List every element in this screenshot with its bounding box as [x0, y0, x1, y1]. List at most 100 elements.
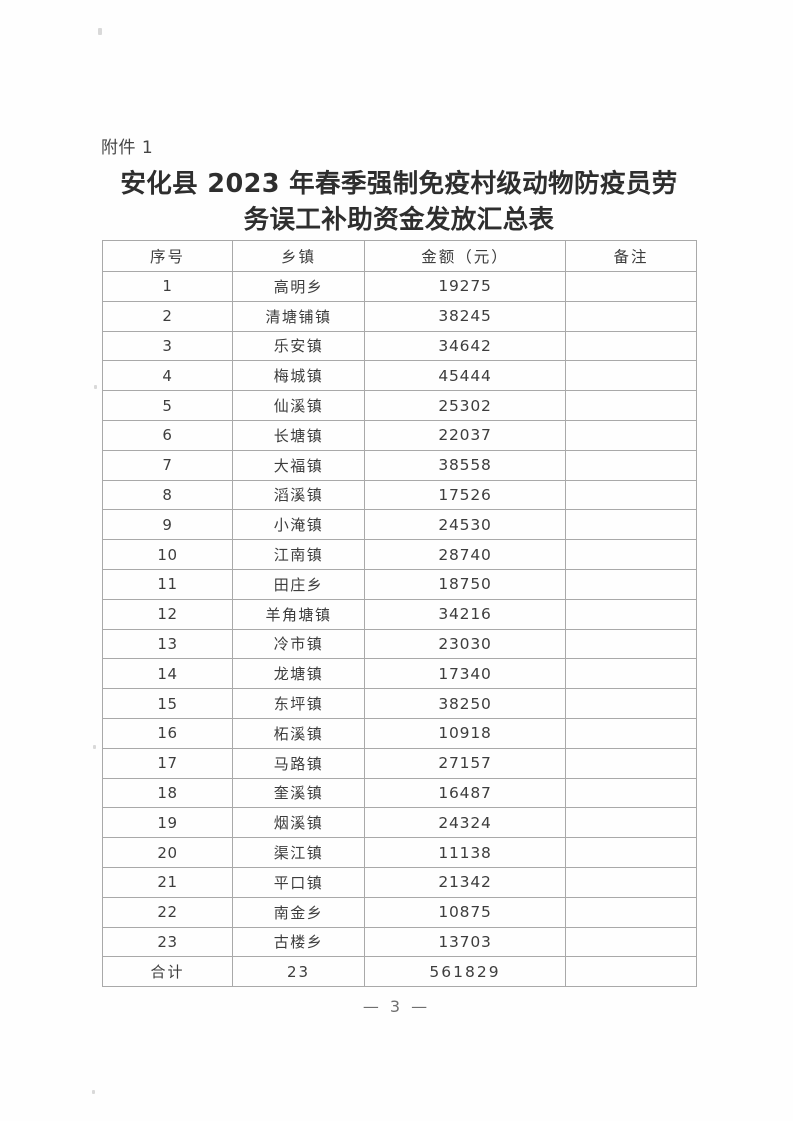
table-row: 12 羊角塘镇 34216 — [102, 598, 697, 630]
cell-township: 南金乡 — [232, 896, 365, 928]
cell-index: 5 — [102, 390, 233, 421]
table-row: 7 大福镇 38558 — [102, 449, 697, 481]
column-header-note: 备注 — [565, 240, 697, 272]
cell-amount: 21342 — [364, 866, 566, 898]
cell-amount: 13703 — [364, 926, 566, 958]
cell-township: 江南镇 — [232, 539, 365, 570]
table-row: 17 马路镇 27157 — [102, 747, 697, 779]
table-row: 13 冷市镇 23030 — [102, 628, 697, 660]
table-row: 3 乐安镇 34642 — [102, 330, 697, 362]
cell-index: 20 — [102, 837, 233, 868]
column-header-township: 乡镇 — [232, 240, 365, 272]
cell-index: 4 — [102, 360, 233, 392]
cell-index: 6 — [102, 419, 233, 451]
cell-township: 东坪镇 — [232, 688, 365, 719]
page-title-line1: 安化县 2023 年春季强制免疫村级动物防疫员劳 — [120, 169, 678, 199]
cell-note — [565, 807, 697, 839]
table-header-row: 序号 乡镇 金额（元） 备注 — [102, 240, 697, 272]
cell-note — [565, 777, 697, 809]
cell-note — [565, 717, 697, 749]
cell-township: 仙溪镇 — [232, 390, 365, 421]
table-row: 23 古楼乡 13703 — [102, 926, 697, 958]
table-row: 4 梅城镇 45444 — [102, 360, 697, 392]
cell-amount: 25302 — [364, 390, 566, 421]
cell-note — [565, 866, 697, 898]
cell-amount: 24530 — [364, 509, 566, 541]
cell-index: 11 — [102, 568, 233, 600]
cell-township: 23 — [232, 956, 365, 988]
column-header-index: 序号 — [102, 240, 233, 272]
cell-index: 22 — [102, 896, 233, 928]
cell-amount: 561829 — [364, 956, 566, 988]
cell-amount: 34216 — [364, 598, 566, 630]
table-total-row: 合计 23 561829 — [102, 956, 697, 988]
cell-amount: 11138 — [364, 837, 566, 868]
scan-speck — [94, 385, 97, 389]
cell-amount: 38245 — [364, 300, 566, 332]
cell-amount: 17526 — [364, 479, 566, 511]
cell-index: 7 — [102, 449, 233, 481]
table-header: 序号 乡镇 金额（元） 备注 — [102, 240, 697, 272]
cell-amount: 34642 — [364, 330, 566, 362]
cell-note — [565, 837, 697, 868]
column-header-amount: 金额（元） — [364, 240, 566, 272]
cell-index: 12 — [102, 598, 233, 630]
table-row: 21 平口镇 21342 — [102, 866, 697, 898]
cell-note — [565, 509, 697, 541]
page-title-line2: 务误工补助资金发放汇总表 — [243, 205, 555, 235]
cell-amount: 10875 — [364, 896, 566, 928]
table-row: 6 长塘镇 22037 — [102, 419, 697, 451]
cell-note — [565, 926, 697, 958]
table-row: 9 小淹镇 24530 — [102, 509, 697, 541]
cell-index: 9 — [102, 509, 233, 541]
table-row: 20 渠江镇 11138 — [102, 837, 697, 868]
cell-index: 2 — [102, 300, 233, 332]
scan-speck — [92, 1090, 95, 1094]
cell-amount: 38558 — [364, 449, 566, 481]
cell-index: 14 — [102, 658, 233, 690]
cell-township: 羊角塘镇 — [232, 598, 365, 630]
cell-township: 清塘铺镇 — [232, 300, 365, 332]
cell-note — [565, 688, 697, 719]
table-row: 18 奎溪镇 16487 — [102, 777, 697, 809]
cell-note — [565, 539, 697, 570]
cell-amount: 28740 — [364, 539, 566, 570]
cell-township: 龙塘镇 — [232, 658, 365, 690]
scan-speck — [98, 28, 102, 35]
cell-township: 高明乡 — [232, 271, 365, 302]
cell-index: 15 — [102, 688, 233, 719]
table-row: 14 龙塘镇 17340 — [102, 658, 697, 690]
cell-township: 烟溪镇 — [232, 807, 365, 839]
cell-township: 滔溪镇 — [232, 479, 365, 511]
cell-township: 梅城镇 — [232, 360, 365, 392]
table-row: 10 江南镇 28740 — [102, 539, 697, 570]
cell-township: 大福镇 — [232, 449, 365, 481]
page-number: — 3 — — [362, 997, 431, 1016]
table-body: 1 高明乡 19275 2 清塘铺镇 38245 3 乐安镇 34642 4 梅城镇 45444 5 仙溪… — [102, 271, 697, 988]
cell-index: 23 — [102, 926, 233, 958]
cell-note — [565, 628, 697, 660]
cell-township: 渠江镇 — [232, 837, 365, 868]
cell-note — [565, 896, 697, 928]
cell-index: 18 — [102, 777, 233, 809]
cell-amount: 17340 — [364, 658, 566, 690]
cell-note — [565, 479, 697, 511]
table-row: 8 滔溪镇 17526 — [102, 479, 697, 511]
scan-speck — [93, 745, 96, 749]
table-row: 22 南金乡 10875 — [102, 896, 697, 928]
cell-amount: 38250 — [364, 688, 566, 719]
cell-note — [565, 658, 697, 690]
cell-township: 田庄乡 — [232, 568, 365, 600]
cell-note — [565, 271, 697, 302]
cell-amount: 45444 — [364, 360, 566, 392]
page-title: 安化县 2023 年春季强制免疫村级动物防疫员劳 务误工补助资金发放汇总表 — [101, 166, 697, 238]
attachment-label: 附件 1 — [101, 138, 154, 158]
cell-amount: 10918 — [364, 717, 566, 749]
cell-amount: 18750 — [364, 568, 566, 600]
table-row: 2 清塘铺镇 38245 — [102, 300, 697, 332]
cell-index: 1 — [102, 271, 233, 302]
cell-index: 16 — [102, 717, 233, 749]
cell-township: 奎溪镇 — [232, 777, 365, 809]
cell-index: 21 — [102, 866, 233, 898]
